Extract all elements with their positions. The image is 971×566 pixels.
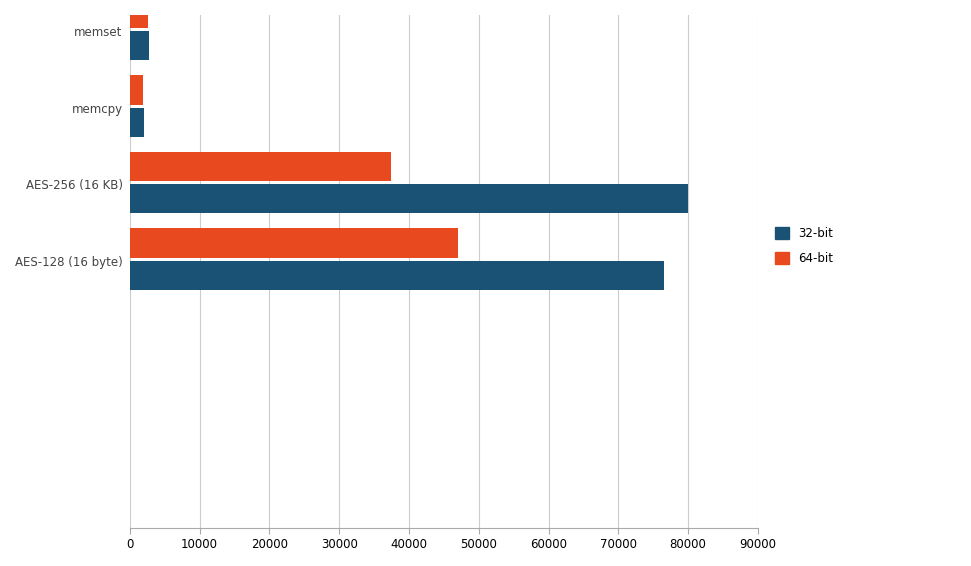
Bar bbox=[130, 184, 688, 213]
Bar bbox=[130, 229, 457, 258]
Bar bbox=[130, 260, 664, 290]
Legend: 32-bit, 64-bit: 32-bit, 64-bit bbox=[770, 222, 838, 269]
Bar bbox=[130, 75, 143, 105]
Bar bbox=[130, 108, 144, 136]
Bar bbox=[130, 0, 148, 28]
Bar bbox=[130, 152, 391, 181]
Bar bbox=[130, 31, 150, 60]
